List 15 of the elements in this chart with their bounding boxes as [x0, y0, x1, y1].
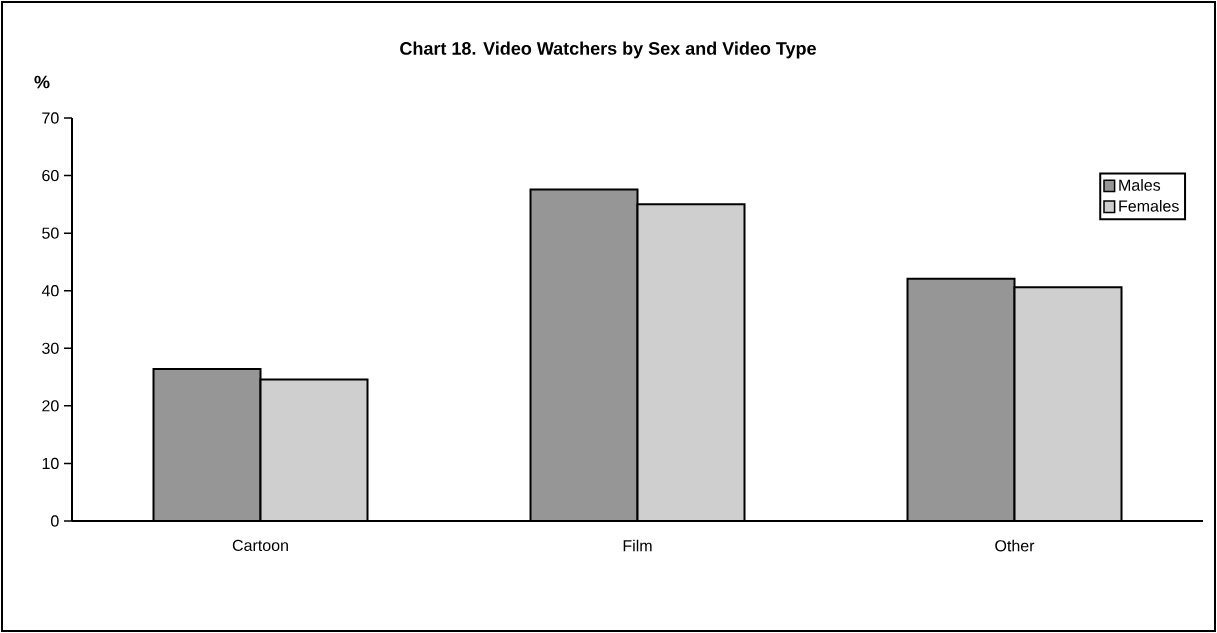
legend-label: Females — [1119, 200, 1179, 212]
y-tick-label: 0 — [51, 515, 59, 527]
y-axis-title: % — [34, 75, 50, 89]
x-tick-label: Cartoon — [232, 539, 288, 552]
y-tick-label: 10 — [42, 457, 59, 470]
y-tick-label: 30 — [42, 342, 59, 354]
x-tick-label: Other — [995, 539, 1035, 552]
chart-title: Chart 18. Video Watchers by Sex and Video Type — [400, 41, 816, 59]
y-tick-label: 70 — [42, 112, 59, 124]
x-tick-label: Film — [623, 539, 652, 552]
y-tick-label: 20 — [42, 400, 59, 412]
y-tick-label: 50 — [42, 227, 59, 239]
legend-label: Males — [1119, 179, 1161, 191]
y-tick-label: 40 — [41, 285, 59, 297]
y-tick-label: 60 — [42, 169, 59, 182]
